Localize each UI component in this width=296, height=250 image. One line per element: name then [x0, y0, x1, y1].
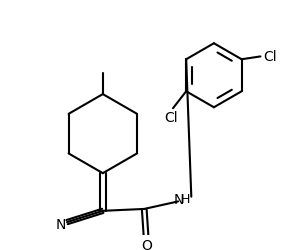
Text: Cl: Cl — [164, 110, 178, 124]
Text: H: H — [181, 192, 190, 205]
Text: O: O — [141, 238, 152, 250]
Text: Cl: Cl — [263, 50, 277, 64]
Text: N: N — [174, 192, 184, 206]
Text: N: N — [55, 217, 66, 231]
